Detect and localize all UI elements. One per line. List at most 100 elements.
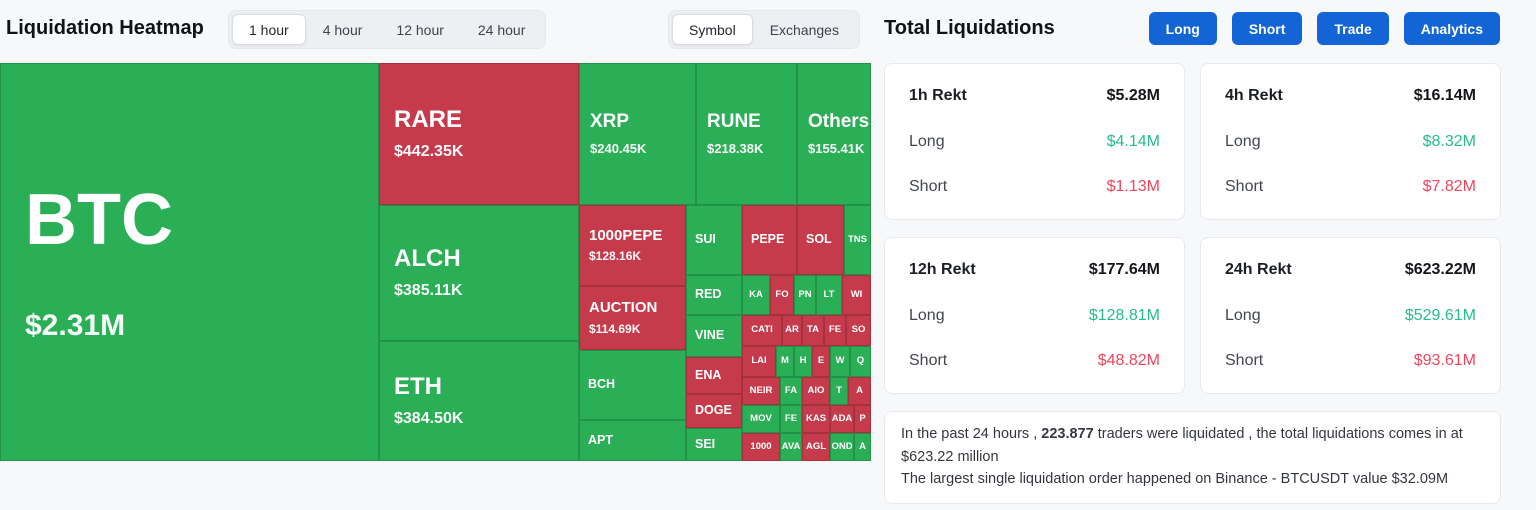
tile-red[interactable]: RED [686,275,742,315]
tile-h[interactable]: H [794,346,812,377]
tile-mov[interactable]: MOV [742,405,780,433]
tile-agl[interactable]: AGL [802,433,830,461]
tile-fe[interactable]: FE [780,405,802,433]
tile-label: Q [856,355,865,367]
tile-ond[interactable]: OND [830,433,854,461]
tile-tns[interactable]: TNS [844,205,871,275]
time-tab-1-hour[interactable]: 1 hour [232,14,306,45]
tile-1000pepe[interactable]: 1000PEPE $128.16K [579,205,686,286]
tile-ar[interactable]: AR [782,315,802,346]
tile-auction[interactable]: AUCTION $114.69K [579,286,686,350]
tile-lai[interactable]: LAI [742,346,776,377]
tile-ena[interactable]: ENA [686,357,742,394]
tile-sol[interactable]: SOL [797,205,844,275]
tile-label: DOGE [695,403,732,418]
tile-ka[interactable]: KA [742,275,770,315]
tile-p[interactable]: P [854,405,871,433]
tile-ada[interactable]: ADA [830,405,854,433]
tile-label: PN [798,288,812,300]
tile-label: TA [807,324,819,336]
tile-fe[interactable]: FE [824,315,846,346]
tile-label: MOV [750,412,772,424]
top-bar: Liquidation Heatmap 1 hour 4 hour 12 hour 2… [0,0,1536,63]
tile-value: $2.31M [25,308,126,342]
tile-label: KA [749,288,763,300]
tile-a[interactable]: A [854,433,871,461]
tile-ta[interactable]: TA [802,315,824,346]
tile-label: LT [823,288,835,300]
short-label: Short [1225,178,1264,195]
tile-vine[interactable]: VINE [686,315,742,357]
tile-a[interactable]: A [848,377,871,405]
short-row: Short $7.82M [1225,178,1476,196]
time-tab-12-hour[interactable]: 12 hour [379,14,460,45]
action-button-trade[interactable]: Trade [1317,12,1389,45]
action-button-short[interactable]: Short [1231,12,1303,45]
rekt-total-value: $16.14M [1413,87,1476,104]
tile-lt[interactable]: LT [816,275,842,315]
time-tab-4-hour[interactable]: 4 hour [306,14,380,45]
tile-label: ADA [831,412,853,424]
tile-kas[interactable]: KAS [802,405,830,433]
rekt-period-label: 1h Rekt [909,87,967,104]
tile-label: ETH [394,372,442,400]
tile-rare[interactable]: RARE $442.35K [379,63,579,205]
tile-label: FE [828,324,842,336]
tile-ava[interactable]: AVA [780,433,802,461]
tile-cati[interactable]: CATI [742,315,782,346]
tile-label: SO [851,324,866,336]
tile-sui[interactable]: SUI [686,205,742,275]
tile-fa[interactable]: FA [780,377,802,405]
summary-line-2: The largest single liquidation order hap… [901,471,1449,487]
tile-label: VINE [695,328,725,343]
long-label: Long [909,306,945,324]
summary-line-1-suffix: traders were liquidated , the total liqu… [901,426,1463,465]
time-tab-24-hour[interactable]: 24 hour [461,14,542,45]
tile-label: M [781,355,789,367]
tile-bch[interactable]: BCH [579,350,686,420]
view-tab-exchanges[interactable]: Exchanges [753,14,856,45]
tile-label: TNS [848,233,867,245]
tile-w[interactable]: W [830,346,850,377]
tile-label: 1000 [750,440,772,452]
tile-alch[interactable]: ALCH $385.11K [379,205,579,341]
view-tab-symbol[interactable]: Symbol [672,14,753,45]
tile-label: FO [775,288,789,300]
tile-t[interactable]: T [830,377,848,405]
tile-fo[interactable]: FO [770,275,794,315]
summary-card: In the past 24 hours , 223.877 traders w… [884,411,1501,504]
tile-neir[interactable]: NEIR [742,377,780,405]
tile-eth[interactable]: ETH $384.50K [379,341,579,461]
tile-others[interactable]: Others $155.41K [797,63,871,205]
tile-pn[interactable]: PN [794,275,816,315]
tile-pepe[interactable]: PEPE [742,205,797,275]
tile-apt[interactable]: APT [579,420,686,461]
tile-wi[interactable]: WI [842,275,871,315]
tile-btc[interactable]: BTC $2.31M [0,63,379,461]
action-button-analytics[interactable]: Analytics [1403,12,1500,45]
action-button-long[interactable]: Long [1148,12,1217,45]
long-row: Long $4.14M [909,133,1160,151]
tile-so[interactable]: SO [846,315,871,346]
tile-rune[interactable]: RUNE $218.38K [696,63,797,205]
tile-q[interactable]: Q [850,346,871,377]
tile-value: $385.11K [394,282,463,300]
tile-e[interactable]: E [812,346,830,377]
rekt-period-label: 24h Rekt [1225,261,1292,278]
tile-xrp[interactable]: XRP $240.45K [579,63,696,205]
tile-label: T [836,384,842,396]
tile-label: AIO [807,384,825,396]
tile-m[interactable]: M [776,346,794,377]
tile-1000[interactable]: 1000 [742,433,780,461]
rekt-card-1h-rekt: 1h Rekt $5.28M Long $4.14M Short $1.13M [884,63,1185,220]
tile-doge[interactable]: DOGE [686,394,742,428]
short-row: Short $93.61M [1225,352,1476,370]
long-value: $4.14M [1106,132,1160,150]
tile-aio[interactable]: AIO [802,377,830,405]
short-value: $93.61M [1413,352,1476,369]
tile-value: $442.35K [394,143,464,161]
tile-sei[interactable]: SEI [686,428,742,461]
tile-label: APT [588,432,613,447]
long-row: Long $8.32M [1225,133,1476,151]
view-tabs: Symbol Exchanges [668,10,860,49]
